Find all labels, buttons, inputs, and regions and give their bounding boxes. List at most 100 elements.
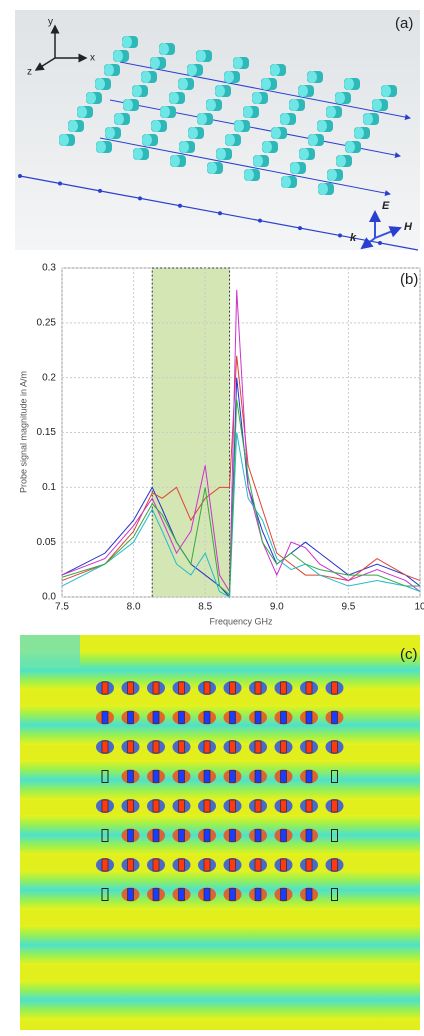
- cylinder-face: [68, 120, 78, 132]
- probe-dot: [258, 218, 262, 223]
- resonator: [280, 858, 287, 872]
- field-band: [20, 815, 420, 855]
- cylinder-face: [86, 92, 96, 104]
- field-band: [20, 980, 420, 1020]
- cylinder-face: [196, 50, 206, 62]
- cylinder-face: [253, 155, 263, 167]
- series-line: [61, 355, 421, 582]
- e-label: E: [382, 200, 390, 212]
- cylinder-face: [215, 85, 225, 97]
- cylinder-face: [96, 141, 106, 153]
- cylinder-face: [132, 85, 142, 97]
- y-tick-label: 0.25: [37, 317, 57, 328]
- cylinder-face: [169, 92, 179, 104]
- resonator: [280, 770, 287, 783]
- cylinder-face: [225, 134, 235, 146]
- cylinder-face: [113, 50, 123, 62]
- resonator: [305, 711, 313, 724]
- resonator: [101, 770, 109, 783]
- probe-dot: [378, 240, 382, 245]
- resonator: [280, 829, 287, 842]
- resonator: [178, 829, 185, 842]
- cylinder-face: [122, 36, 132, 48]
- probe-dot: [58, 181, 62, 186]
- x-tick-label: 8.5: [198, 602, 212, 613]
- resonator: [101, 858, 109, 872]
- resonator: [101, 711, 109, 724]
- resonator: [178, 888, 185, 901]
- cylinder-face: [150, 57, 160, 69]
- cylinder-face: [344, 78, 354, 90]
- resonator: [254, 858, 262, 872]
- resonator: [127, 829, 134, 842]
- cylinder-face: [216, 148, 226, 160]
- resonator: [229, 799, 236, 813]
- resonator: [254, 888, 262, 901]
- cylinder-face: [77, 106, 87, 118]
- resonator: [178, 711, 185, 724]
- resonator: [203, 858, 211, 872]
- cylinder-face: [133, 148, 143, 160]
- cylinder-face: [187, 64, 197, 76]
- series-line: [61, 289, 421, 594]
- resonator: [203, 740, 211, 754]
- resonator: [305, 681, 313, 695]
- probe-dot: [178, 203, 182, 208]
- cylinder-face: [317, 120, 327, 132]
- axis-z-label: z: [27, 67, 32, 78]
- resonator: [229, 740, 236, 754]
- cylinder-face: [234, 120, 244, 132]
- cylinder-face: [354, 127, 364, 139]
- y-tick-label: 0.0: [42, 592, 56, 603]
- cylinder-face: [142, 134, 152, 146]
- resonator: [280, 711, 287, 724]
- probe-dot: [218, 211, 222, 216]
- resonator: [331, 711, 338, 724]
- h-label: H: [404, 221, 413, 233]
- resonator: [254, 799, 262, 813]
- panel-b: Frequency GHz Probe signal magnitude in …: [18, 263, 424, 627]
- cylinder-face: [170, 155, 180, 167]
- cylinder-face: [188, 127, 198, 139]
- resonator: [127, 888, 134, 901]
- field-top: [20, 635, 80, 665]
- cylinder-face: [280, 113, 290, 125]
- resonator: [254, 770, 262, 783]
- resonator: [127, 711, 134, 724]
- cylinder-face: [244, 169, 254, 181]
- resonator: [127, 799, 134, 813]
- x-tick-label: 9.5: [341, 602, 355, 613]
- cylinder-face: [261, 78, 271, 90]
- resonator: [254, 829, 262, 842]
- resonator: [331, 888, 338, 901]
- cylinder-face: [335, 92, 345, 104]
- resonator: [101, 740, 109, 754]
- cylinder-face: [233, 57, 243, 69]
- field-band: [20, 650, 420, 690]
- cylinder-face: [252, 92, 262, 104]
- cylinder-face: [345, 141, 355, 153]
- resonator: [305, 858, 313, 872]
- resonator: [331, 681, 338, 695]
- y-tick-label: 0.3: [42, 263, 56, 274]
- cylinder-face: [224, 71, 234, 83]
- resonator: [152, 799, 160, 813]
- resonator: [127, 770, 134, 783]
- resonator: [127, 681, 134, 695]
- cylinder-face: [290, 162, 300, 174]
- cylinder-face: [298, 85, 308, 97]
- cylinder-face: [381, 85, 391, 97]
- resonator: [178, 740, 185, 754]
- axis-y-label: y: [48, 17, 53, 28]
- resonator: [152, 829, 160, 842]
- axis-z: [34, 57, 56, 71]
- resonator: [229, 858, 236, 872]
- cylinder-face: [336, 155, 346, 167]
- resonator: [152, 711, 160, 724]
- cylinder-face: [289, 99, 299, 111]
- resonator: [305, 799, 313, 813]
- resonator: [280, 681, 287, 695]
- x-tick-label: 10: [414, 602, 424, 613]
